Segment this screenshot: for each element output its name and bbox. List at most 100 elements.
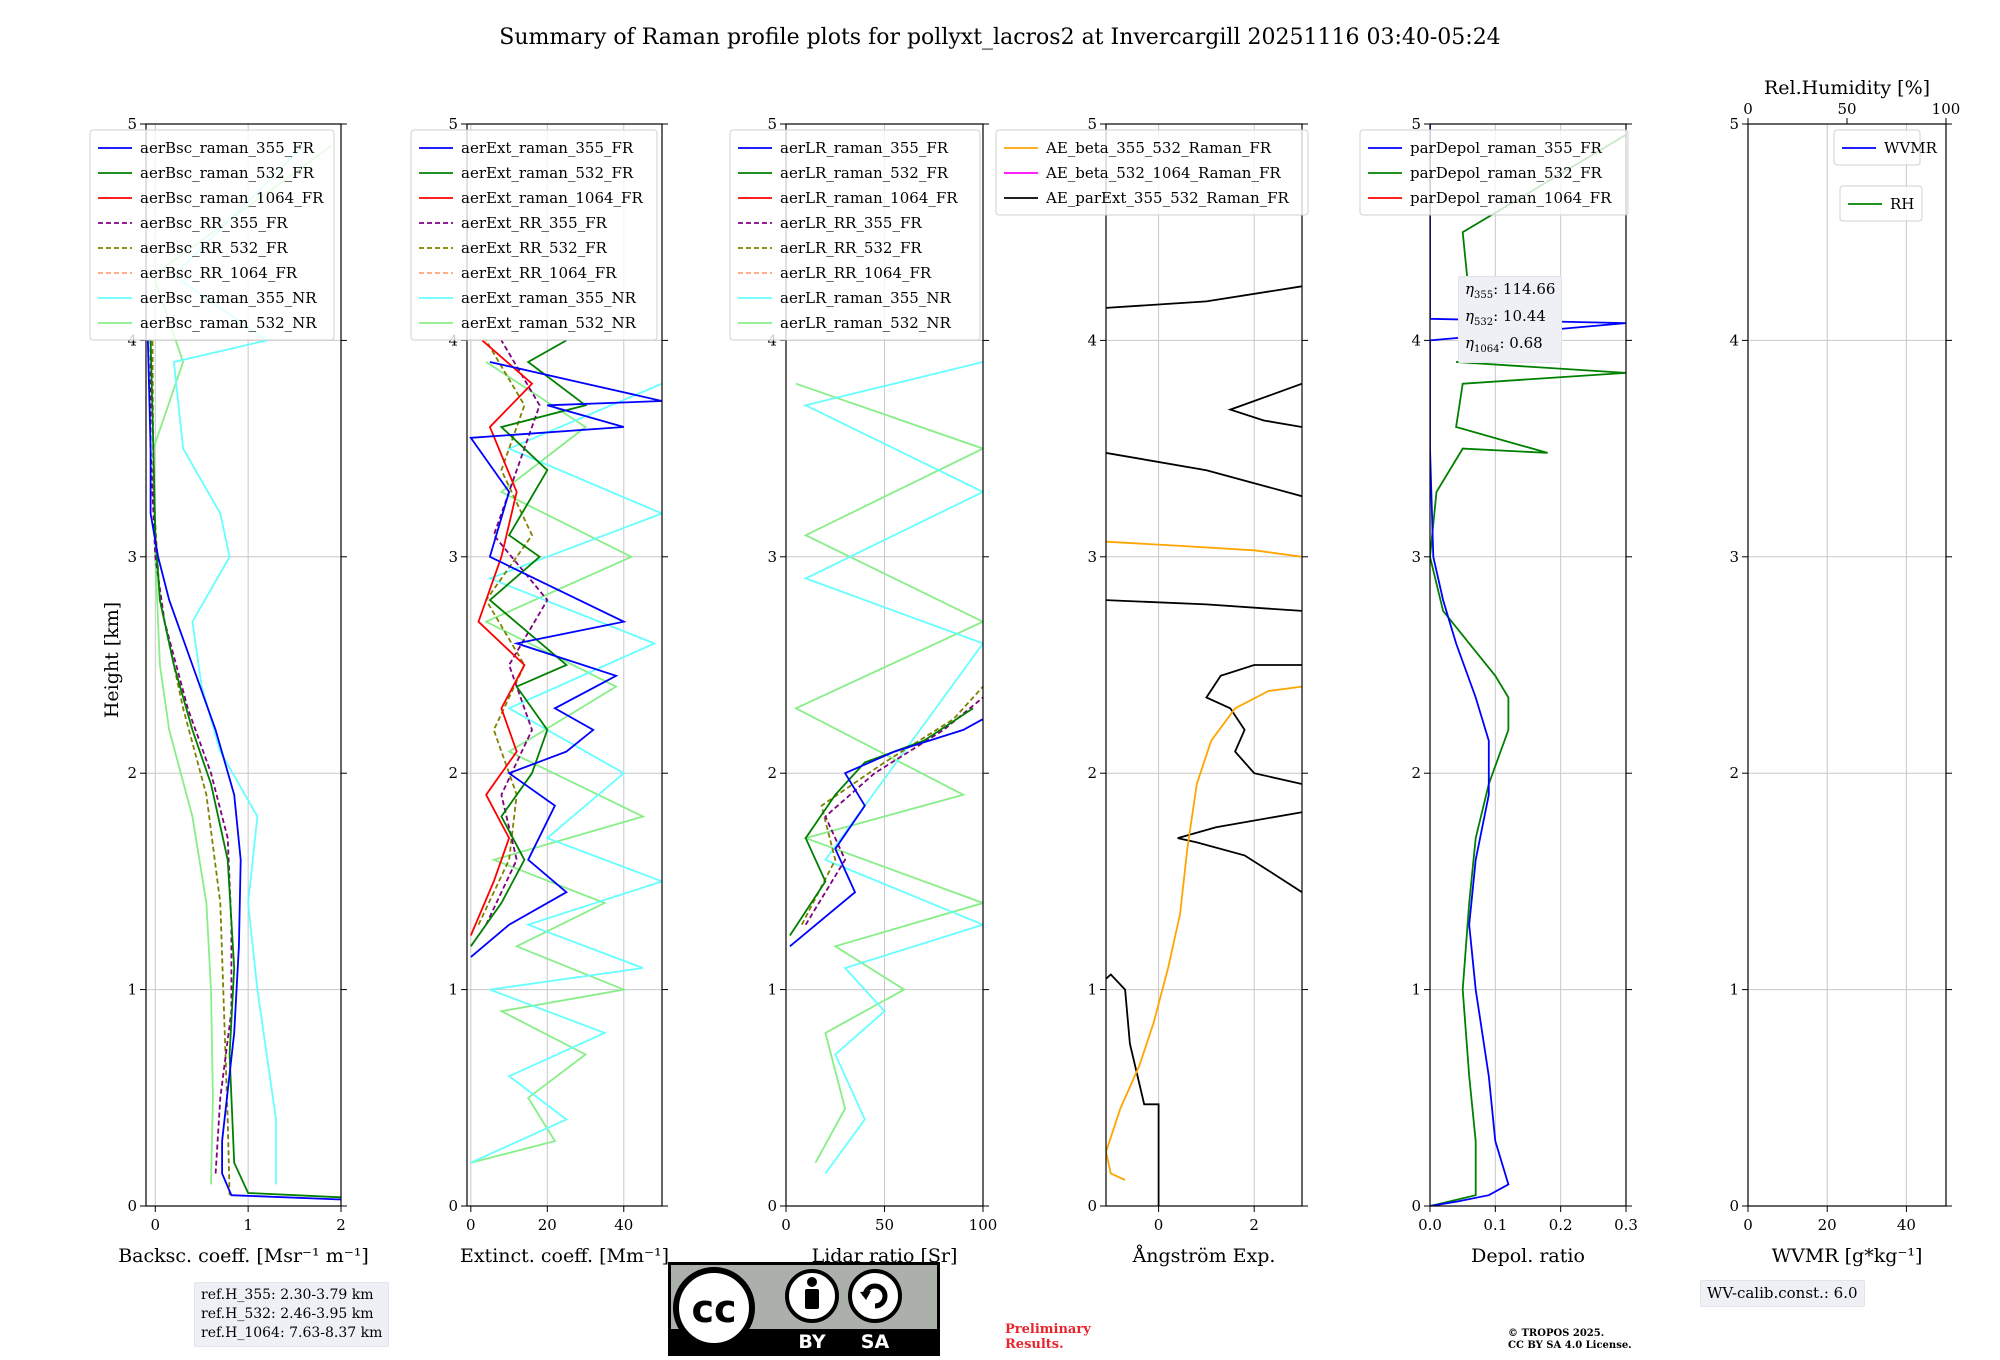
y-tick-label: 3	[448, 548, 458, 566]
legend-entry: aerLR_raman_532_FR	[780, 164, 949, 182]
series-AE_parExt_355_532_Raman_FR	[1177, 811, 1302, 893]
sa-label: SA	[861, 1331, 890, 1353]
legend-entry: RH	[1890, 195, 1914, 213]
legend-entry: parDepol_raman_532_FR	[1410, 164, 1603, 182]
y-tick-label: 1	[767, 981, 777, 999]
series-aerExt_RR_532_FR	[477, 339, 534, 926]
panel-extinction: 02040012345Extinct. coeff. [Mm⁻¹]aerExt_…	[410, 115, 669, 1267]
legend-entry: aerExt_RR_532_FR	[461, 239, 608, 257]
y-tick-label: 0	[127, 1197, 137, 1215]
y-tick-label: 0	[767, 1197, 777, 1215]
legend-entry: aerLR_RR_355_FR	[780, 214, 922, 232]
x-tick-label: 40	[614, 1216, 633, 1234]
copyright-note: © TROPOS 2025. CC BY SA 4.0 License.	[1508, 1328, 1632, 1351]
x-tick-label: 0	[781, 1216, 791, 1234]
top-axis-label: Rel.Humidity [%]	[1764, 77, 1930, 99]
legend-entry: aerBsc_raman_532_FR	[140, 164, 315, 182]
legend-frame	[995, 129, 1309, 216]
x-tick-label: 40	[1897, 1216, 1916, 1234]
x-tick-label: 20	[538, 1216, 557, 1234]
x-tick-label: 2	[1249, 1216, 1259, 1234]
legend-entry: aerLR_RR_1064_FR	[780, 264, 932, 282]
y-tick-label: 5	[448, 115, 458, 133]
legend: AE_beta_355_532_Raman_FR AE_beta_532_1064…	[995, 129, 1309, 216]
x-tick-label: 0	[466, 1216, 476, 1234]
y-tick-label: 3	[1411, 548, 1421, 566]
series-aerBsc_raman_532_NR	[152, 144, 333, 1185]
eta-355: η355: 114.66	[1465, 280, 1556, 301]
legend-entry: aerBsc_raman_355_FR	[140, 139, 315, 157]
by-label: BY	[798, 1331, 825, 1353]
series-group	[1106, 285, 1302, 1206]
x-tick-label: 0	[1154, 1216, 1164, 1234]
panel-angstrom: 0 2 0 1 2 3 4 5 Ångström Exp. AE_beta_355_532_Ram…	[995, 115, 1309, 1267]
x-tick-label: 100	[969, 1216, 998, 1234]
y-axis-label: Height [km]	[101, 602, 123, 718]
series-aerBsc_RR_532_FR	[151, 340, 231, 1196]
series-aerExt_raman_1064_FR	[469, 339, 534, 936]
series-aerLR_RR_355_FR	[804, 696, 983, 926]
series-aerLR_RR_532_FR	[801, 685, 983, 926]
y-tick-label: 0	[1729, 1197, 1739, 1215]
legend-entry: aerExt_raman_1064_FR	[461, 189, 643, 207]
plot-frame	[1105, 123, 1303, 1207]
top-tick-label: 100	[1932, 100, 1961, 118]
y-tick-label: 5	[1729, 115, 1739, 133]
ref-heights-box: ref.H_355: 2.30-3.79 km ref.H_532: 2.46-…	[194, 1282, 390, 1347]
y-tick-label: 3	[767, 548, 777, 566]
x-tick-label: 0	[151, 1216, 161, 1234]
x-tick-label: 50	[875, 1216, 894, 1234]
y-tick-label: 5	[767, 115, 777, 133]
legend-entry: aerBsc_RR_355_FR	[140, 214, 288, 232]
legend: WVMR	[1833, 129, 1938, 166]
legend: aerBsc_raman_355_FR aerBsc_raman_532_FRae…	[89, 129, 335, 341]
y-tick-label: 0	[448, 1197, 458, 1215]
y-tick-label: 2	[127, 764, 137, 782]
ref-height-1064: ref.H_1064: 7.63-8.37 km	[201, 1325, 383, 1341]
legend-entry: aerLR_raman_355_NR	[780, 289, 951, 307]
y-tick-label: 0	[1411, 1197, 1421, 1215]
series-aerExt_RR_355_FR	[485, 339, 549, 926]
legend-entry: aerLR_raman_532_NR	[780, 314, 951, 332]
legend-entry: WVMR	[1884, 139, 1938, 157]
series-AE_parExt_355_532_Raman_FR	[1205, 664, 1302, 785]
cc-by-sa-badge: cc BY SA	[668, 1262, 940, 1356]
plot-frame	[145, 123, 342, 1207]
legend: parDepol_raman_355_FR parDepol_raman_532_…	[1359, 129, 1629, 216]
x-tick-label: 0.2	[1549, 1216, 1573, 1234]
panel-wvmr: 0 20 40 0 1 2 3 4 5 WVMR [g*kg⁻¹] 0 50 100Rel.Humidi…	[1729, 77, 1960, 1267]
x-tick-label: 2	[336, 1216, 346, 1234]
legend: aerLR_raman_355_FR aerLR_raman_532_FR aerL…	[729, 129, 981, 341]
y-tick-label: 1	[448, 981, 458, 999]
series-aerLR_raman_532_FR	[789, 707, 974, 936]
series-AE_parExt_355_532_Raman_FR	[1106, 599, 1302, 612]
legend-entry: parDepol_raman_355_FR	[1410, 139, 1603, 157]
ref-height-355: ref.H_355: 2.30-3.79 km	[201, 1287, 374, 1303]
x-tick-label: 1	[243, 1216, 253, 1234]
y-tick-label: 1	[1087, 981, 1097, 999]
series-AE_parExt_355_532_Raman_FR	[1227, 382, 1302, 428]
series-aerBsc_raman_355_FR	[147, 340, 341, 1201]
series-AE_beta_355_532_Raman_FR	[1106, 685, 1302, 1181]
ref-height-532: ref.H_532: 2.46-3.95 km	[201, 1306, 374, 1322]
x-axis-label: Extinct. coeff. [Mm⁻¹]	[460, 1245, 669, 1267]
series-aerExt_raman_355_FR	[469, 361, 662, 958]
legend-entry: aerBsc_raman_532_NR	[140, 314, 317, 332]
x-tick-label: 0.1	[1483, 1216, 1507, 1234]
y-tick-label: 5	[127, 115, 137, 133]
panel-backscatter: 012012345Backsc. coeff. [Msr⁻¹ m⁻¹]aerBs…	[89, 115, 369, 1267]
x-axis-label: Backsc. coeff. [Msr⁻¹ m⁻¹]	[118, 1245, 369, 1267]
eta-1064: η1064: 0.68	[1465, 334, 1543, 355]
legend-entry: AE_parExt_355_532_Raman_FR	[1045, 189, 1290, 207]
plot-frame	[1429, 123, 1627, 1207]
series-AE_parExt_355_532_Raman_FR	[1106, 973, 1160, 1206]
sa-icon	[848, 1269, 902, 1323]
panel-lidar-ratio: 050100012345Lidar ratio [Sr]aerLR_raman_…	[729, 115, 998, 1267]
y-tick-label: 2	[448, 764, 458, 782]
series-group	[469, 339, 662, 1164]
legend-entry: aerBsc_RR_1064_FR	[140, 264, 298, 282]
y-tick-label: 2	[1087, 764, 1097, 782]
eta-box: η355: 114.66 η532: 10.44 η1064: 0.68	[1458, 276, 1563, 363]
y-tick-label: 1	[1729, 981, 1739, 999]
series-aerLR_raman_355_FR	[789, 718, 983, 947]
